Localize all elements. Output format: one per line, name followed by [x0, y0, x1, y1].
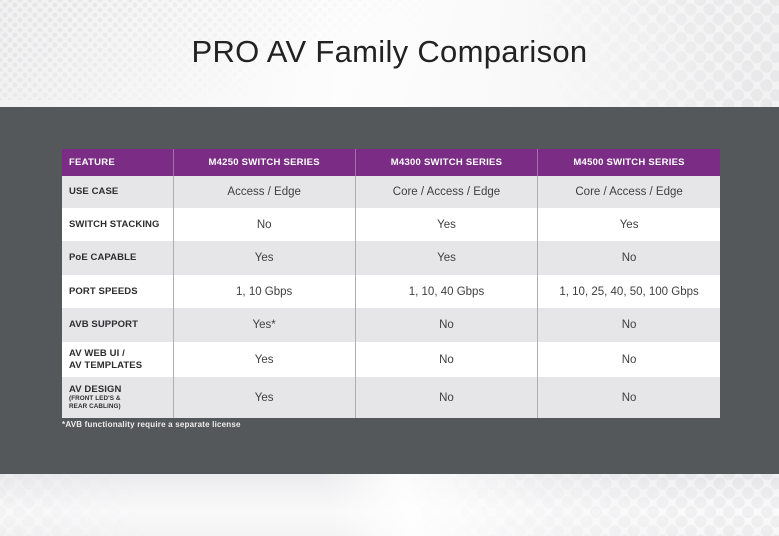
value-cell: 1, 10 Gbps: [172, 275, 356, 308]
feature-label: AV WEB UI / AV TEMPLATES: [69, 348, 143, 371]
value-cell: Yes: [354, 208, 538, 241]
comparison-table-body: USE CASE Access / Edge Core / Access / Edg…: [62, 176, 720, 418]
feature-label: AV DESIGN: [69, 384, 122, 396]
halftone-dots-bottom-right: [349, 474, 779, 536]
column-header: M4300 SWITCH SERIES: [354, 149, 538, 176]
diagonal-sweep: [0, 474, 779, 536]
feature-label-cell: PoE CAPABLE: [62, 241, 173, 275]
table-row: PORT SPEEDS 1, 10 Gbps 1, 10, 40 Gbps 1, 10…: [62, 275, 720, 308]
value-cell: 1, 10, 25, 40, 50, 100 Gbps: [537, 275, 720, 308]
feature-label: PORT SPEEDS: [69, 285, 138, 297]
halftone-dots-top-left: [0, 0, 430, 100]
table-row: PoE CAPABLE Yes Yes No: [62, 241, 720, 275]
table-header-row: FEATURE M4250 SWITCH SERIES M4300 SWITCH S…: [62, 149, 720, 176]
value-cell: No: [537, 308, 720, 342]
feature-sublabel: (FRONT LED'S & REAR CABLING): [69, 395, 121, 411]
value-cell: Yes: [354, 241, 538, 275]
value-cell: Core / Access / Edge: [354, 176, 538, 208]
feature-label-cell: USE CASE: [62, 176, 173, 208]
column-header: FEATURE: [62, 149, 174, 176]
feature-label: PoE CAPABLE: [69, 252, 137, 264]
page-title: PRO AV Family Comparison: [191, 33, 588, 69]
table-row: AV WEB UI / AV TEMPLATES Yes No No: [62, 342, 720, 377]
value-cell: Yes: [172, 241, 356, 275]
value-cell: No: [354, 308, 538, 342]
value-cell: No: [537, 241, 720, 275]
value-cell: Yes: [172, 377, 356, 418]
column-header: M4500 SWITCH SERIES: [537, 149, 720, 176]
table-row: USE CASE Access / Edge Core / Access / Edg…: [62, 176, 720, 208]
halftone-dots-top-right: [529, 0, 779, 107]
top-band: PRO AV Family Comparison: [0, 0, 779, 107]
footnote: *AVB functionality require a separate li…: [62, 420, 241, 429]
value-cell: No: [354, 377, 538, 418]
feature-label-cell: AVB SUPPORT: [62, 308, 173, 342]
bottom-band: [0, 474, 779, 536]
feature-label: AVB SUPPORT: [69, 319, 139, 331]
table-row: AV DESIGN (FRONT LED'S & REAR CABLING) Yes…: [62, 377, 720, 418]
column-header: M4250 SWITCH SERIES: [172, 149, 356, 176]
feature-label: USE CASE: [69, 186, 119, 198]
feature-label-cell: PORT SPEEDS: [62, 275, 173, 308]
value-cell: Yes: [537, 208, 720, 241]
value-cell: Access / Edge: [172, 176, 356, 208]
value-cell: Yes: [172, 342, 356, 377]
value-cell: No: [354, 342, 538, 377]
value-cell: No: [537, 342, 720, 377]
table-row: AVB SUPPORT Yes* No No: [62, 308, 720, 342]
value-cell: No: [172, 208, 356, 241]
value-cell: Core / Access / Edge: [537, 176, 720, 208]
comparison-table: FEATURE M4250 SWITCH SERIES M4300 SWITCH S…: [62, 149, 720, 418]
dark-band: FEATURE M4250 SWITCH SERIES M4300 SWITCH S…: [0, 107, 779, 474]
feature-label-cell: AV DESIGN (FRONT LED'S & REAR CABLING): [62, 377, 173, 418]
feature-label: SWITCH STACKING: [69, 218, 160, 230]
feature-label-cell: AV WEB UI / AV TEMPLATES: [62, 342, 173, 377]
halftone-dots-bottom-left: [0, 474, 170, 536]
value-cell: 1, 10, 40 Gbps: [354, 275, 538, 308]
value-cell: No: [537, 377, 720, 418]
table-row: SWITCH STACKING No Yes Yes: [62, 208, 720, 241]
value-cell: Yes*: [172, 308, 356, 342]
feature-label-cell: SWITCH STACKING: [62, 208, 173, 241]
